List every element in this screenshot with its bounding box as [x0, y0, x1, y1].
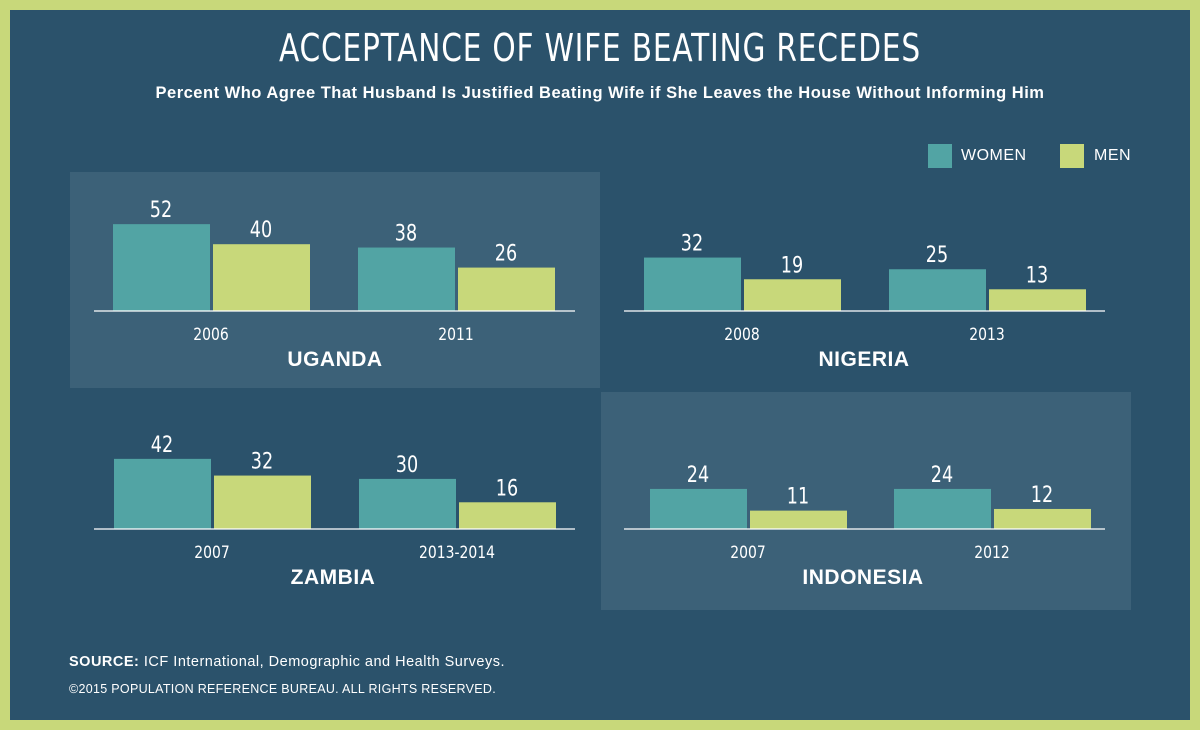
- uganda-bar-men-2006: [213, 244, 310, 311]
- uganda-bar-women-2006: [113, 224, 210, 311]
- indonesia-tick-2007: 2007: [730, 543, 765, 563]
- uganda-bar-women-2011: [358, 247, 455, 311]
- legend-swatch-men: [1060, 144, 1084, 168]
- nigeria-bar-men-2008: [744, 279, 841, 311]
- nigeria-country-label: NIGERIA: [818, 348, 909, 371]
- zambia-bar-men-2013-2014: [459, 502, 556, 529]
- copyright-note: ©2015 POPULATION REFERENCE BUREAU. ALL R…: [69, 682, 496, 696]
- chart-title: ACCEPTANCE OF WIFE BEATING RECEDES: [279, 26, 921, 70]
- source-text: ICF International, Demographic and Healt…: [143, 654, 505, 670]
- indonesia-country-label: INDONESIA: [802, 566, 923, 589]
- nigeria-tick-2008: 2008: [724, 325, 759, 345]
- uganda-country-label: UGANDA: [287, 348, 382, 371]
- uganda-bar-men-2011: [458, 267, 555, 311]
- indonesia-bar-women-2012: [894, 488, 991, 529]
- zambia-tick-2007: 2007: [194, 543, 229, 563]
- legend-label-men: MEN: [1094, 147, 1132, 164]
- source-note: SOURCE: ICF International, Demographic a…: [69, 654, 505, 670]
- nigeria-bar-men-2013: [989, 289, 1086, 311]
- nigeria-label-women-2013: 25: [926, 242, 948, 267]
- zambia-bar-women-2007: [114, 458, 211, 529]
- indonesia-label-men-2012: 12: [1031, 482, 1053, 507]
- uganda-label-men-2011: 26: [495, 241, 517, 266]
- uganda-label-women-2006: 52: [150, 197, 172, 222]
- zambia-bar-men-2007: [214, 475, 311, 529]
- uganda-label-men-2006: 40: [250, 217, 272, 242]
- zambia-label-men-2007: 32: [251, 449, 273, 474]
- indonesia-label-women-2012: 24: [931, 462, 953, 487]
- zambia-tick-2013-2014: 2013-2014: [419, 543, 495, 563]
- indonesia-bar-men-2007: [750, 510, 847, 529]
- chart-subtitle: Percent Who Agree That Husband Is Justif…: [155, 84, 1045, 102]
- zambia-label-women-2013-2014: 30: [396, 452, 418, 477]
- nigeria-tick-2013: 2013: [969, 325, 1004, 345]
- indonesia-tick-2012: 2012: [974, 543, 1009, 563]
- zambia-label-men-2013-2014: 16: [496, 475, 518, 500]
- uganda-tick-2006: 2006: [193, 325, 228, 345]
- nigeria-bar-women-2008: [644, 257, 741, 311]
- source-label: SOURCE:: [69, 654, 140, 670]
- indonesia-label-men-2007: 11: [787, 484, 809, 509]
- zambia-bar-women-2013-2014: [359, 478, 456, 529]
- legend-swatch-women: [928, 144, 952, 168]
- nigeria-label-men-2008: 19: [781, 252, 803, 277]
- legend-label-women: WOMEN: [961, 147, 1027, 164]
- nigeria-label-women-2008: 32: [681, 231, 703, 256]
- indonesia-bar-women-2007: [650, 488, 747, 529]
- zambia-label-women-2007: 42: [151, 432, 173, 457]
- uganda-tick-2011: 2011: [438, 325, 473, 345]
- nigeria-label-men-2013: 13: [1026, 262, 1048, 287]
- zambia-country-label: ZAMBIA: [291, 566, 376, 589]
- indonesia-label-women-2007: 24: [687, 462, 709, 487]
- uganda-label-women-2011: 38: [395, 221, 417, 246]
- nigeria-bar-women-2013: [889, 269, 986, 311]
- indonesia-bar-men-2012: [994, 508, 1091, 529]
